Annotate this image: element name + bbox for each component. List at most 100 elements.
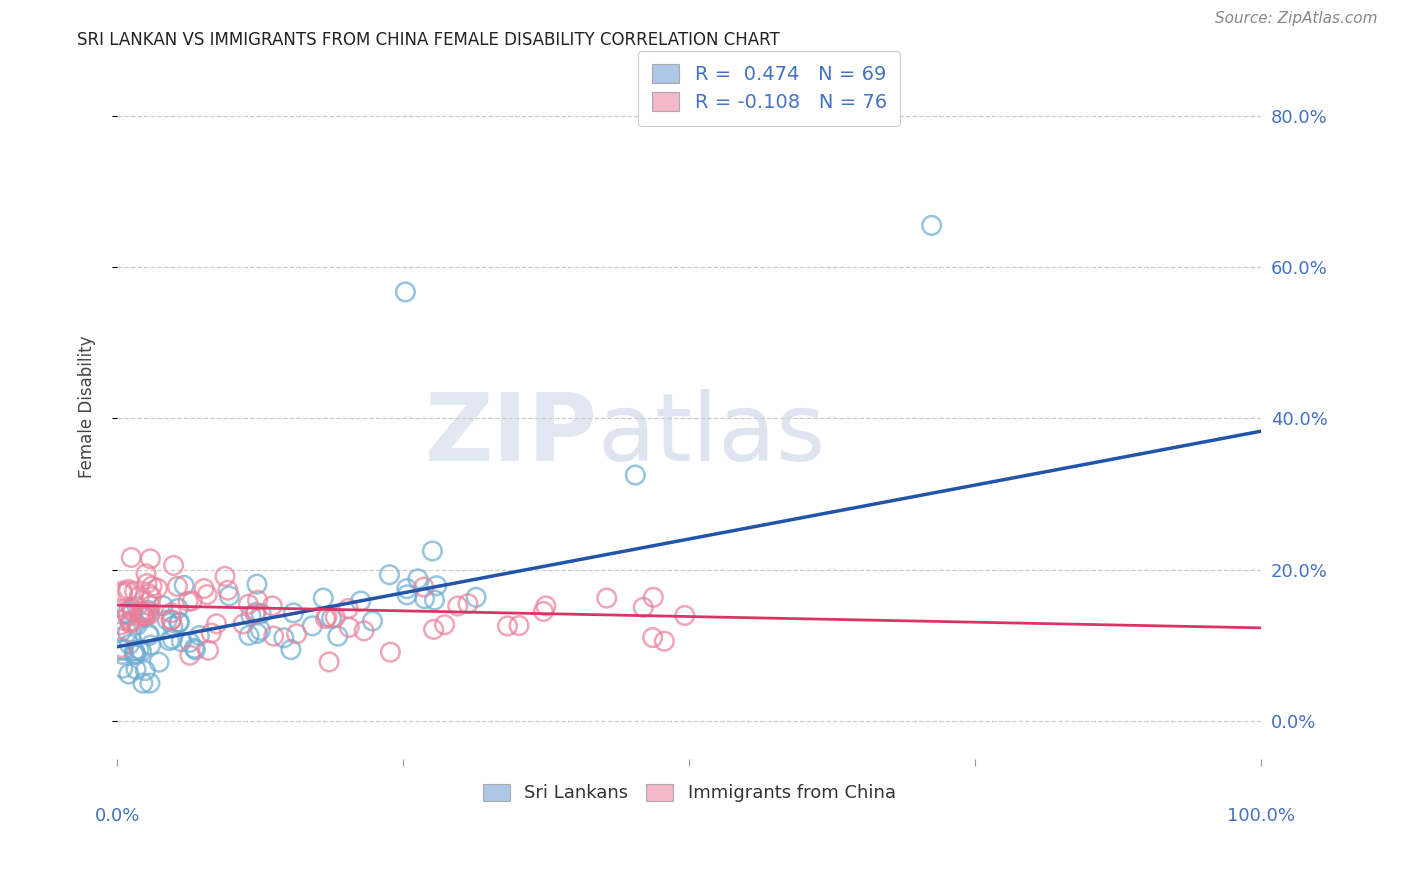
Point xyxy=(124,584,146,599)
Point xyxy=(673,608,696,623)
Point xyxy=(413,591,436,606)
Point xyxy=(170,634,193,648)
Point xyxy=(285,627,308,641)
Point xyxy=(422,623,444,637)
Point xyxy=(127,618,149,632)
Point xyxy=(148,655,170,669)
Point xyxy=(422,544,444,558)
Point xyxy=(117,625,139,640)
Point xyxy=(128,589,150,603)
Point xyxy=(162,632,184,646)
Point xyxy=(193,582,215,596)
Point xyxy=(188,629,211,643)
Point xyxy=(250,607,273,621)
Point xyxy=(337,601,360,615)
Point xyxy=(262,599,284,613)
Point xyxy=(181,594,204,608)
Point xyxy=(160,613,183,627)
Point xyxy=(127,599,149,614)
Point xyxy=(249,624,271,638)
Point xyxy=(139,551,162,566)
Point xyxy=(326,629,349,643)
Point xyxy=(167,615,190,630)
Point xyxy=(138,627,160,641)
Point xyxy=(167,601,190,615)
Point xyxy=(337,620,360,634)
Point xyxy=(240,608,263,623)
Point xyxy=(457,597,479,611)
Text: 0.0%: 0.0% xyxy=(94,806,139,824)
Text: ZIP: ZIP xyxy=(425,389,598,481)
Point xyxy=(921,219,943,233)
Point xyxy=(118,614,141,628)
Point xyxy=(132,608,155,623)
Point xyxy=(111,648,134,662)
Point xyxy=(136,576,159,591)
Text: 100.0%: 100.0% xyxy=(1227,806,1295,824)
Point xyxy=(238,628,260,642)
Point xyxy=(312,591,335,605)
Point xyxy=(183,641,205,656)
Point xyxy=(110,617,132,632)
Point xyxy=(134,609,156,624)
Point xyxy=(200,626,222,640)
Point xyxy=(110,640,132,655)
Point xyxy=(378,567,401,582)
Point xyxy=(423,593,446,607)
Point xyxy=(447,599,470,613)
Point xyxy=(173,578,195,592)
Text: SRI LANKAN VS IMMIGRANTS FROM CHINA FEMALE DISABILITY CORRELATION CHART: SRI LANKAN VS IMMIGRANTS FROM CHINA FEMA… xyxy=(77,31,780,49)
Point xyxy=(218,589,240,603)
Point xyxy=(111,661,134,675)
Point xyxy=(156,613,179,627)
Point xyxy=(232,616,254,631)
Point xyxy=(129,604,152,618)
Point xyxy=(118,667,141,681)
Point xyxy=(132,676,155,690)
Point xyxy=(394,285,416,299)
Point xyxy=(323,610,346,624)
Point xyxy=(413,580,436,594)
Point xyxy=(117,584,139,599)
Point xyxy=(120,550,142,565)
Point xyxy=(117,582,139,597)
Point xyxy=(120,616,142,631)
Point xyxy=(177,594,200,608)
Point xyxy=(121,605,143,619)
Point xyxy=(426,579,449,593)
Point xyxy=(162,558,184,573)
Point xyxy=(134,664,156,678)
Point xyxy=(169,615,191,630)
Point xyxy=(301,619,323,633)
Point xyxy=(238,597,260,611)
Point xyxy=(184,643,207,657)
Point xyxy=(131,606,153,620)
Point xyxy=(111,584,134,599)
Point xyxy=(395,588,418,602)
Point xyxy=(115,606,138,620)
Point xyxy=(117,609,139,624)
Point xyxy=(124,643,146,657)
Point xyxy=(138,629,160,643)
Point xyxy=(596,591,619,605)
Point xyxy=(157,633,180,648)
Point xyxy=(129,609,152,624)
Point xyxy=(152,599,174,613)
Point xyxy=(643,591,665,605)
Point xyxy=(139,638,162,652)
Point xyxy=(395,582,418,596)
Point xyxy=(263,629,285,643)
Point xyxy=(179,635,201,649)
Point xyxy=(245,605,267,619)
Point xyxy=(246,577,269,591)
Point xyxy=(131,644,153,658)
Point xyxy=(280,642,302,657)
Point xyxy=(205,616,228,631)
Point xyxy=(214,569,236,583)
Point xyxy=(641,631,664,645)
Point xyxy=(316,610,339,624)
Point xyxy=(273,631,295,645)
Point xyxy=(139,676,162,690)
Point xyxy=(125,662,148,676)
Point xyxy=(141,579,163,593)
